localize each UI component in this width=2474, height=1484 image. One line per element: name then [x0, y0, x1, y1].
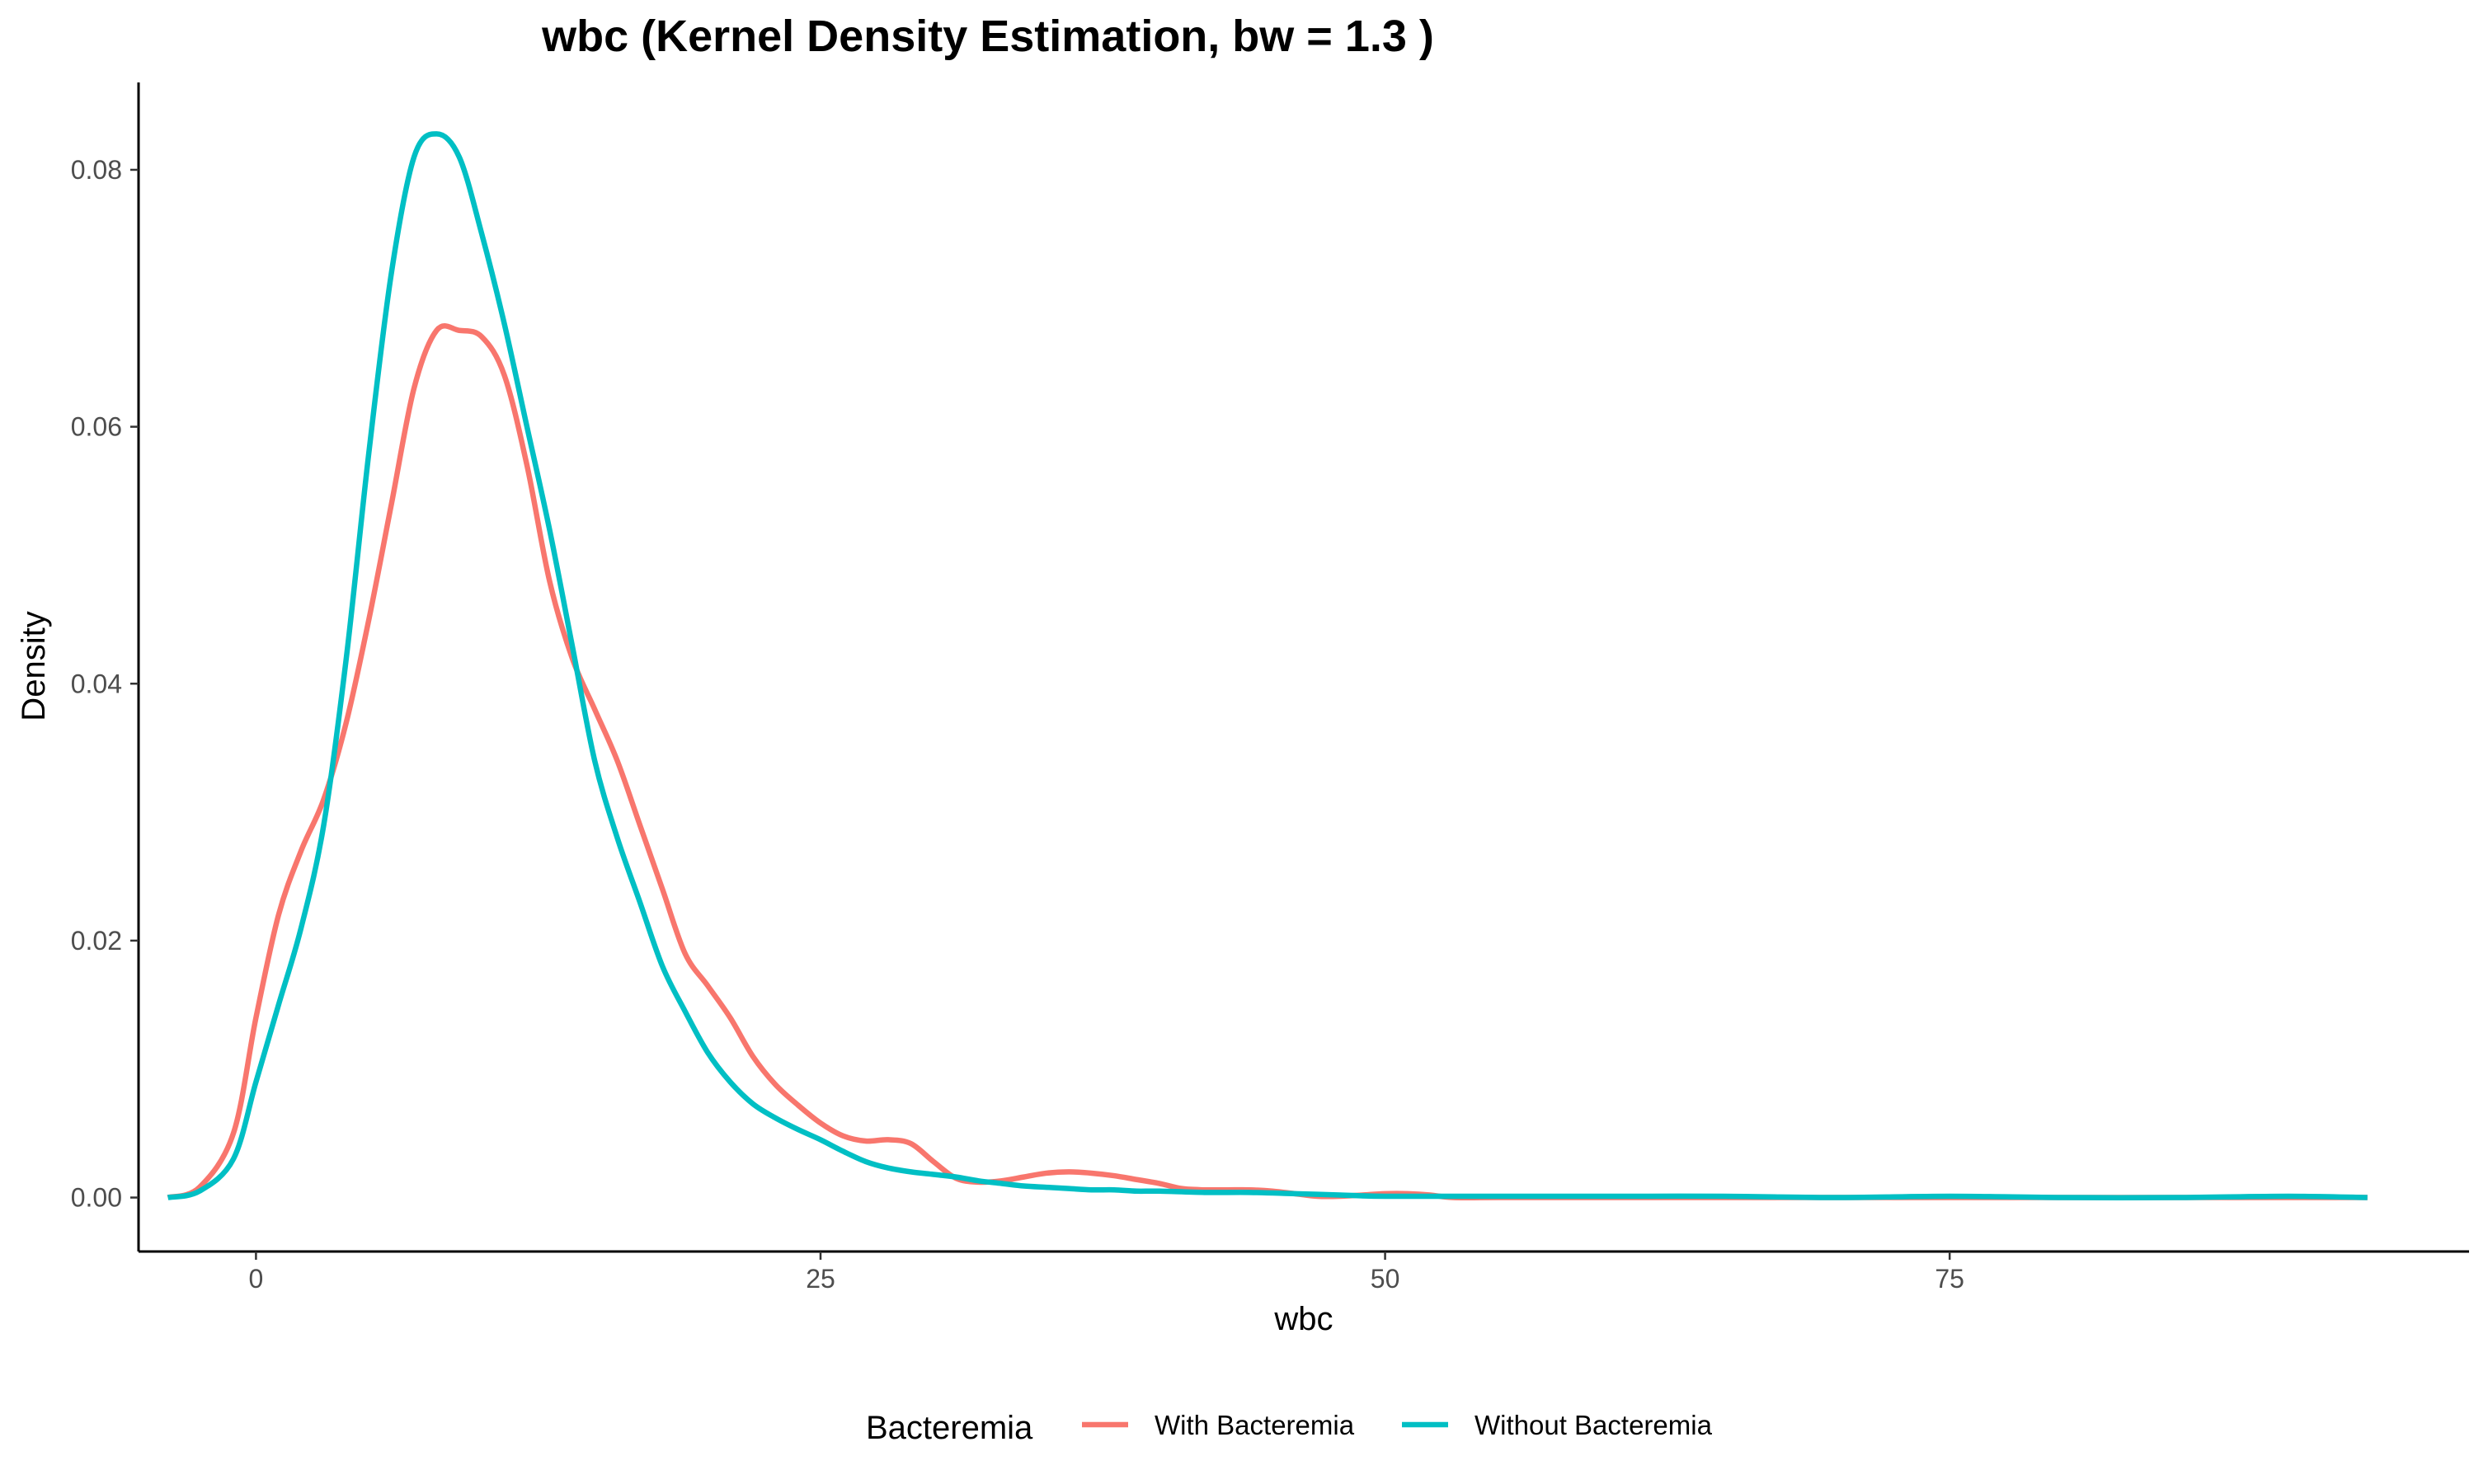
series-line-with-bacteremia [167, 323, 2368, 1201]
y-tick-label: 0.04 [71, 669, 122, 698]
series-line-without-bacteremia [167, 131, 2368, 1200]
plot-area [167, 131, 2368, 1201]
x-tick-label: 25 [806, 1264, 835, 1294]
y-tick-label: 0.06 [71, 412, 122, 442]
legend: Bacteremia With Bacteremia Without Bacter… [866, 1410, 1713, 1446]
y-axis-ticks: 0.00 0.02 0.04 0.06 0.08 [71, 155, 139, 1213]
legend-label: Without Bacteremia [1475, 1410, 1713, 1440]
x-tick-label: 0 [248, 1264, 263, 1294]
legend-item: With Bacteremia [1082, 1410, 1355, 1440]
y-tick-label: 0.08 [71, 155, 122, 185]
chart-title: wbc (Kernel Density Estimation, bw = 1.3… [541, 12, 1434, 61]
x-axis-title: wbc [1273, 1301, 1333, 1337]
legend-item: Without Bacteremia [1402, 1410, 1713, 1440]
y-axis-title: Density [16, 611, 52, 721]
x-tick-label: 50 [1371, 1264, 1400, 1294]
x-tick-label: 75 [1935, 1264, 1964, 1294]
legend-items: With Bacteremia Without Bacteremia [1082, 1410, 1713, 1440]
y-tick-label: 0.02 [71, 926, 122, 956]
y-tick-label: 0.00 [71, 1183, 122, 1213]
legend-label: With Bacteremia [1155, 1410, 1355, 1440]
legend-title: Bacteremia [866, 1410, 1033, 1446]
x-axis-ticks: 0 25 50 75 [248, 1252, 1964, 1294]
